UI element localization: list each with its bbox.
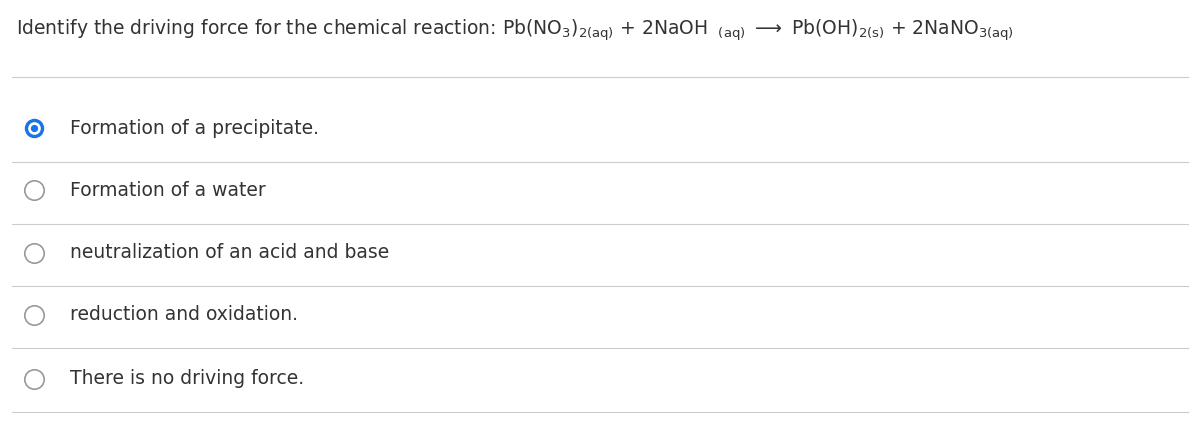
Text: Formation of a precipitate.: Formation of a precipitate. — [70, 119, 319, 138]
Text: Formation of a water: Formation of a water — [70, 181, 265, 200]
Text: There is no driving force.: There is no driving force. — [70, 369, 304, 388]
Text: reduction and oxidation.: reduction and oxidation. — [70, 305, 298, 324]
Text: Identify the driving force for the chemical reaction: Pb(NO$_3)_{2\mathregular{(: Identify the driving force for the chemi… — [16, 17, 1014, 43]
Text: neutralization of an acid and base: neutralization of an acid and base — [70, 243, 389, 262]
